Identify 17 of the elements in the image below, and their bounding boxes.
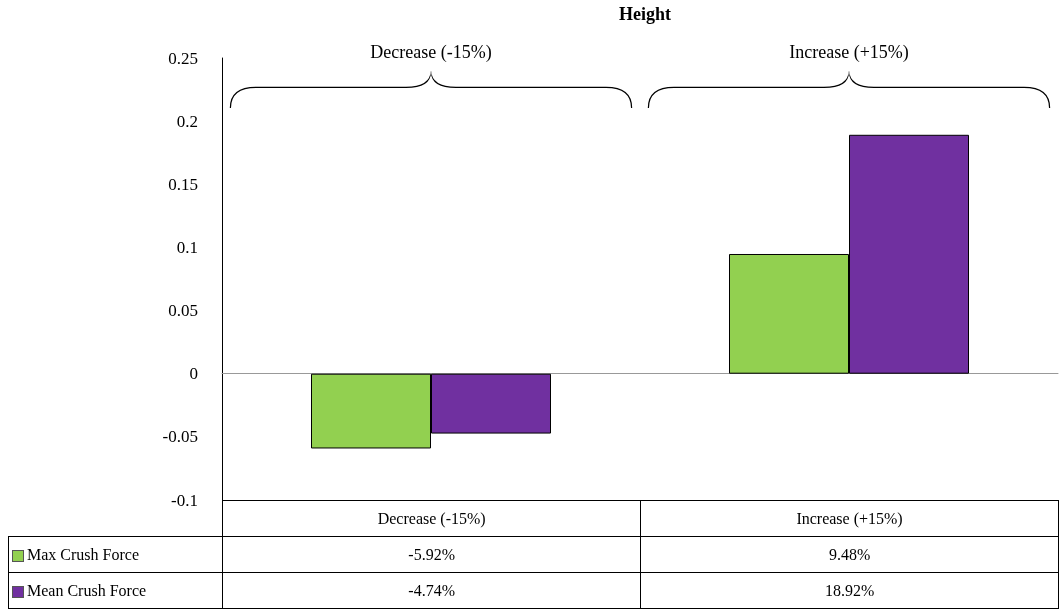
legend-label: Mean Crush Force <box>8 572 223 609</box>
y-tick-label: 0.15 <box>168 174 198 194</box>
data-label: 18.92% <box>640 572 1059 609</box>
data-label: -5.92% <box>222 536 641 573</box>
y-tick-label: 0.05 <box>168 301 198 321</box>
text: Increase (+15%) <box>640 500 1059 537</box>
y-tick-label: 0.25 <box>168 48 198 68</box>
y-tick-label: -0.1 <box>171 490 198 510</box>
data-label: -4.74% <box>222 572 641 609</box>
y-tick-label: 0.2 <box>176 111 198 131</box>
y-tick-label: -0.05 <box>162 427 198 447</box>
y-tick-label: 0.1 <box>176 237 198 257</box>
data-label: 9.48% <box>640 536 1059 573</box>
text: Decrease (-15%) <box>222 500 641 537</box>
legend-label: Max Crush Force <box>8 536 223 573</box>
chart-title: Height <box>619 4 671 24</box>
y-tick-label: 0 <box>189 364 198 384</box>
